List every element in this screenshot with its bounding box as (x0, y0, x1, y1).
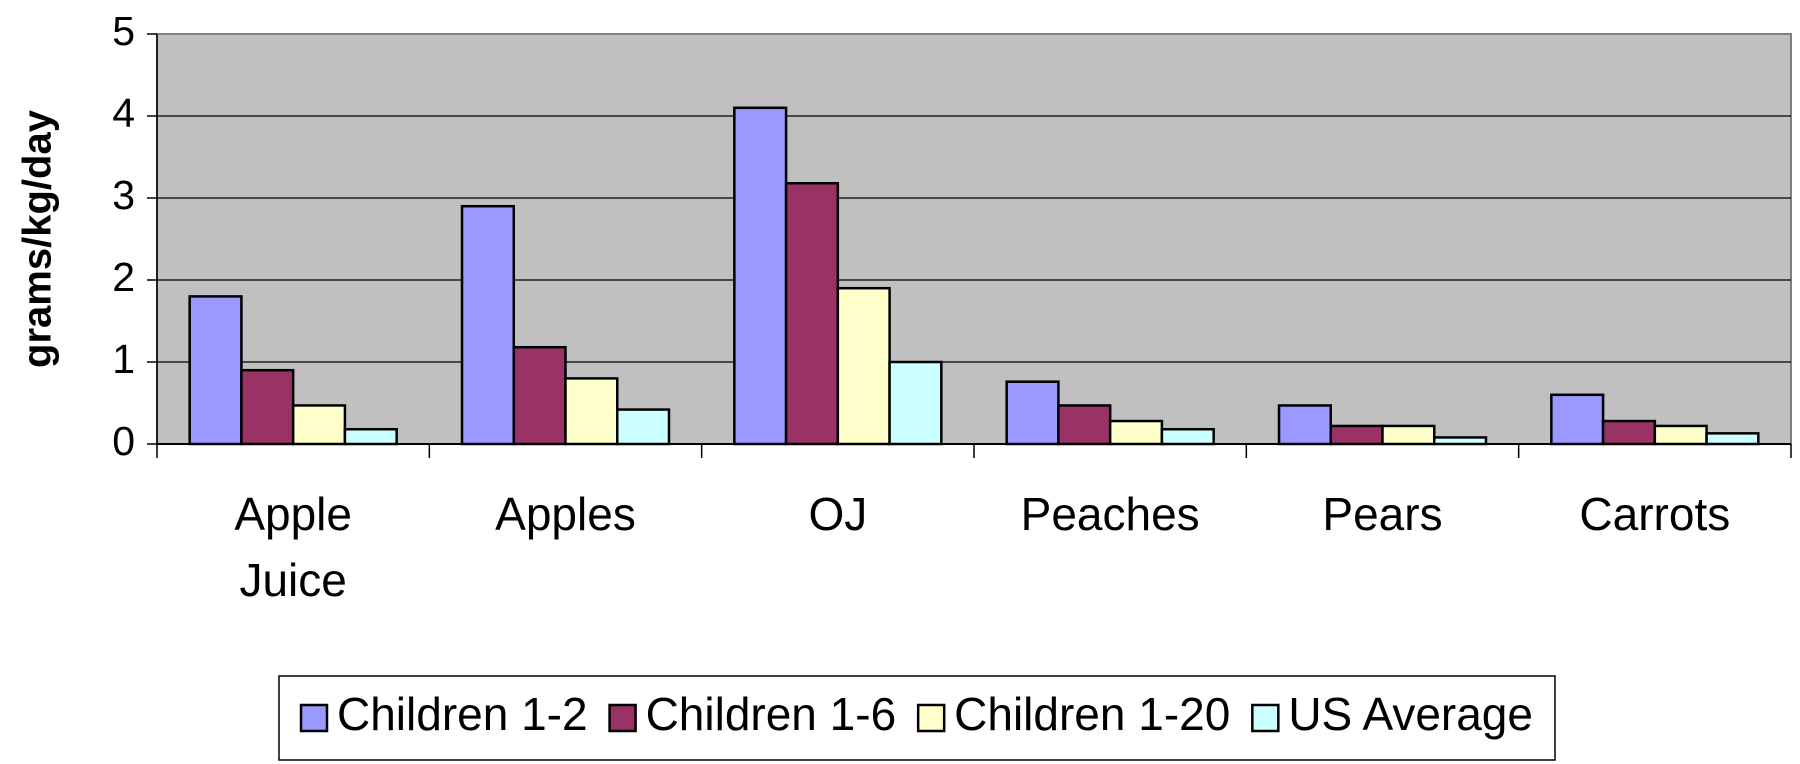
bar (1653, 424, 1708, 446)
legend-swatch (608, 703, 637, 733)
legend-label: Children 1-20 (954, 688, 1230, 740)
bar (188, 295, 243, 446)
y-axis-label: grams/kg/day (16, 109, 60, 368)
bar (784, 181, 840, 446)
y-tick-label: 3 (112, 172, 135, 218)
bar (512, 345, 567, 446)
bar (291, 404, 347, 446)
legend-swatch (916, 703, 946, 733)
bar (1381, 424, 1436, 446)
x-tick-label: OJ (808, 488, 867, 540)
legend-label: Children 1-2 (337, 688, 588, 740)
legend-swatch (299, 703, 329, 733)
bar (1601, 419, 1657, 446)
bar (1705, 432, 1760, 446)
bar (836, 286, 891, 446)
bar (1329, 424, 1384, 446)
x-tick-label: Peaches (1021, 488, 1200, 540)
x-tick-label: Pears (1322, 488, 1442, 540)
bar (1277, 404, 1333, 446)
bar (1432, 436, 1488, 446)
bar (1005, 380, 1060, 446)
bar (615, 408, 671, 446)
bar (460, 204, 516, 446)
x-tick-label: Apples (495, 488, 636, 540)
bar (343, 427, 398, 446)
bar (888, 360, 943, 446)
plot-area (156, 33, 1792, 445)
bar (1550, 393, 1605, 446)
legend-swatch (1251, 703, 1280, 733)
y-tick-label: 0 (112, 418, 135, 464)
bar (1108, 419, 1164, 446)
y-tick-label: 1 (112, 336, 135, 382)
legend-label: US Average (1288, 688, 1533, 740)
bar (240, 368, 295, 446)
bar (1057, 404, 1112, 446)
y-tick-label: 5 (112, 8, 135, 54)
x-tick-label: Apple Juice (234, 488, 352, 606)
y-tick-label: 4 (112, 90, 135, 136)
bar (733, 106, 788, 446)
legend-label: Children 1-6 (646, 688, 897, 740)
y-tick-label: 2 (112, 254, 135, 300)
x-tick-label: Carrots (1579, 488, 1730, 540)
bar (564, 377, 619, 446)
bar (1160, 427, 1215, 446)
